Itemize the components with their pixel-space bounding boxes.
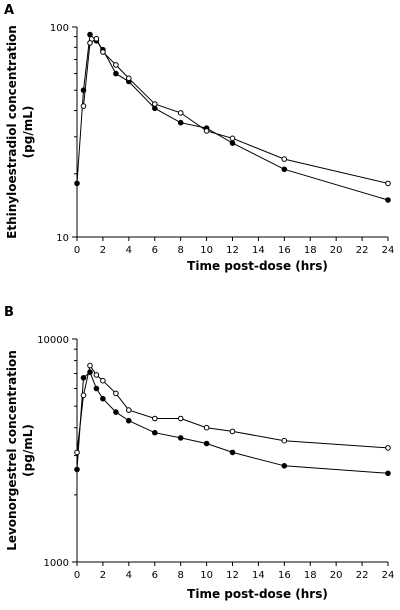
y-axis-title-line1: Ethinyloestradiol concentration: [5, 25, 19, 239]
x-tick-label: 0: [74, 245, 80, 256]
data-point-open: [126, 75, 132, 82]
x-tick-label: 8: [177, 570, 183, 581]
data-point-filled: [385, 197, 391, 203]
data-point-filled: [74, 466, 80, 473]
x-tick-label: 24: [382, 570, 395, 581]
data-point-filled: [281, 166, 288, 173]
data-point-open: [152, 415, 158, 422]
data-point-filled: [177, 435, 184, 441]
data-point-open: [113, 390, 119, 397]
data-point-open: [100, 49, 106, 55]
x-tick-label: 16: [278, 245, 291, 256]
x-axis-title: Time post-dose (hrs): [187, 587, 328, 601]
data-point-open: [80, 103, 87, 109]
data-point-filled: [281, 463, 288, 469]
x-tick-label: 4: [126, 245, 132, 256]
data-point-open: [177, 110, 184, 116]
data-point-open: [385, 445, 391, 451]
x-tick-label: 4: [126, 570, 132, 581]
x-tick-label: 8: [177, 245, 183, 256]
data-point-filled: [93, 385, 100, 392]
data-point-open: [152, 101, 158, 107]
series-line: [76, 33, 389, 201]
x-tick-label: 10: [200, 245, 213, 256]
data-point-open: [93, 35, 100, 42]
data-point-filled: [74, 180, 80, 187]
x-tick-label: 12: [226, 570, 239, 581]
data-point-open: [385, 180, 391, 187]
x-tick-label: 6: [152, 570, 158, 581]
data-point-open: [203, 424, 210, 431]
x-tick-label: 16: [278, 570, 291, 581]
data-point-open: [203, 128, 210, 134]
x-tick-label: 24: [382, 245, 395, 256]
y-tick-label: 10: [56, 233, 69, 244]
data-point-filled: [229, 140, 236, 146]
data-point-open: [177, 415, 184, 422]
y-tick-label: 100: [50, 23, 69, 34]
x-tick-label: 18: [304, 245, 317, 256]
data-point-filled: [229, 449, 236, 456]
data-point-open: [113, 62, 119, 68]
data-point-open: [100, 377, 106, 384]
data-point-filled: [126, 417, 132, 424]
x-axis-title: Time post-dose (hrs): [187, 259, 328, 273]
data-point-open: [281, 437, 288, 444]
y-axis-title-line1: Levonorgestrel concentration: [5, 350, 19, 551]
x-tick-label: 2: [100, 245, 106, 256]
x-tick-label: 2: [100, 570, 106, 581]
data-point-open: [229, 428, 236, 435]
x-tick-label: 20: [330, 570, 343, 581]
data-point-filled: [177, 119, 184, 126]
y-axis-title-line2: (pg/mL): [21, 424, 35, 477]
x-tick-label: 10: [200, 570, 213, 581]
data-point-filled: [80, 375, 87, 381]
x-tick-label: 14: [252, 570, 265, 581]
panel-label: B: [4, 305, 14, 320]
x-tick-label: 22: [356, 245, 369, 256]
data-point-filled: [113, 70, 119, 77]
x-tick-label: 18: [304, 570, 317, 581]
data-point-open: [87, 40, 93, 46]
data-point-open: [80, 392, 87, 399]
data-point-open: [93, 372, 100, 378]
x-tick-label: 12: [226, 245, 239, 256]
data-point-filled: [152, 429, 158, 436]
data-point-filled: [203, 440, 210, 447]
data-point-open: [87, 362, 93, 369]
series-line: [76, 371, 389, 474]
y-tick-label: 10000: [37, 335, 69, 346]
data-point-open: [126, 407, 132, 413]
data-point-open: [281, 156, 288, 162]
y-tick-label: 1000: [44, 558, 69, 569]
x-tick-label: 6: [152, 245, 158, 256]
x-tick-label: 14: [252, 245, 265, 256]
data-point-filled: [113, 409, 119, 415]
data-point-open: [229, 135, 236, 142]
series-line: [83, 37, 389, 184]
data-point-filled: [87, 31, 93, 38]
series-line: [76, 364, 389, 453]
data-point-filled: [100, 395, 106, 402]
x-tick-label: 0: [74, 570, 80, 581]
y-axis-title-line2: (pg/mL): [21, 106, 35, 159]
data-point-open: [74, 449, 80, 456]
x-tick-label: 20: [330, 245, 343, 256]
x-tick-label: 22: [356, 570, 369, 581]
panel-label: A: [4, 3, 14, 18]
data-point-filled: [385, 470, 391, 477]
